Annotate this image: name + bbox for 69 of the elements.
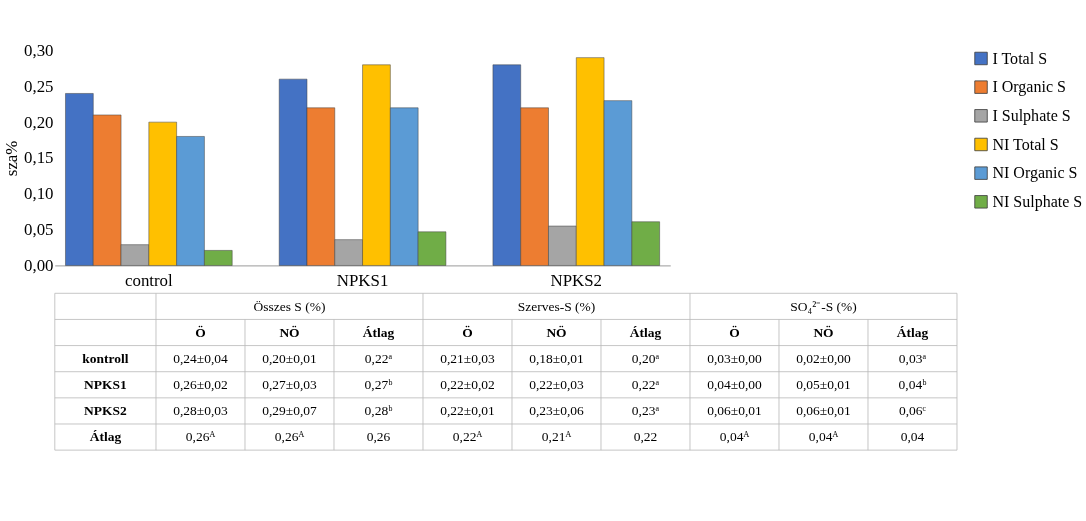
- text: 0,04ᴬ: [719, 429, 750, 445]
- text: 0,20±0,01: [262, 350, 317, 366]
- text: 0,23±0,06: [529, 403, 585, 419]
- text: 0,06±0,01: [796, 403, 851, 419]
- text: 0,21±0,03: [440, 350, 496, 366]
- x-tick-label: NPKS2: [550, 271, 603, 291]
- text: Ö: [195, 324, 206, 340]
- y-tick-label: 0,00: [24, 255, 54, 275]
- text: 0,06±0,01: [707, 403, 762, 419]
- text: 0,20ᵃ: [631, 350, 660, 366]
- text: SO₄²⁻-S (%): [790, 298, 857, 314]
- text: 0,23ᵃ: [631, 403, 660, 419]
- text: 0,04: [900, 429, 925, 445]
- y-tick-label: 0,05: [24, 220, 54, 240]
- text: 0,27±0,03: [262, 377, 318, 392]
- text: Szerves-S (%): [517, 298, 596, 314]
- text: Összes S (%): [253, 298, 326, 314]
- y-tick-label: 0,20: [24, 112, 54, 132]
- text: Ö: [729, 324, 740, 340]
- text: 0,28±0,03: [173, 403, 229, 419]
- text: 0,28ᵇ: [364, 403, 393, 419]
- text: Átlag: [896, 324, 929, 340]
- y-tick-label: 0,30: [24, 40, 54, 60]
- text: 0,22±0,02: [440, 377, 495, 392]
- text: 0,22ᵃ: [364, 350, 393, 366]
- legend-label: NI Organic S: [992, 164, 1078, 183]
- text: 0,03ᵃ: [898, 350, 927, 366]
- y-tick-label: 0,10: [24, 184, 54, 204]
- text: Ö: [462, 324, 473, 340]
- text: 0,26±0,02: [173, 377, 228, 392]
- text: 0,29±0,07: [262, 403, 318, 419]
- text: 0,04ᵇ: [898, 377, 927, 392]
- text: 0,22±0,01: [440, 403, 495, 419]
- text: 0,22ᵃ: [631, 377, 660, 392]
- text: Átlag: [629, 324, 662, 340]
- text: 0,24±0,04: [173, 350, 229, 366]
- legend-label: NI Total S: [992, 135, 1059, 153]
- text: 0,27ᵇ: [364, 377, 393, 392]
- text: Átlag: [362, 324, 395, 340]
- x-tick-label: NPKS1: [336, 271, 389, 291]
- y-axis-title: sza%: [2, 140, 22, 177]
- x-tick-label: control: [124, 271, 174, 291]
- text: 0,21ᴬ: [541, 429, 572, 445]
- text: 0,06ᶜ: [898, 403, 927, 419]
- text: 0,05±0,01: [796, 377, 851, 392]
- text: 0,26ᴬ: [274, 429, 305, 445]
- text: NÖ: [813, 324, 834, 340]
- text: NÖ: [546, 324, 567, 340]
- text: 0,18±0,01: [529, 350, 584, 366]
- text: 0,04ᴬ: [808, 429, 839, 445]
- text: kontroll: [82, 350, 129, 366]
- text: NPKS1: [84, 377, 127, 392]
- y-tick-label: 0,25: [24, 76, 54, 96]
- text: 0,02±0,00: [796, 350, 852, 366]
- legend-label: I Organic S: [992, 78, 1066, 97]
- legend-label: NI Sulphate S: [992, 192, 1083, 211]
- text: 0,26: [366, 429, 391, 445]
- text: 0,04±0,00: [707, 377, 763, 392]
- text: 0,03±0,00: [707, 350, 763, 366]
- legend-label: I Sulphate S: [992, 106, 1071, 125]
- y-tick-label: 0,15: [24, 148, 54, 168]
- text: NPKS2: [84, 403, 127, 419]
- text: NÖ: [279, 324, 300, 340]
- text: 0,22ᴬ: [452, 429, 483, 445]
- legend-label: I Total S: [992, 49, 1048, 67]
- text: Átlag: [89, 429, 122, 445]
- text: 0,22±0,03: [529, 377, 585, 392]
- text: 0,26ᴬ: [185, 429, 216, 445]
- text: 0,22: [633, 429, 658, 445]
